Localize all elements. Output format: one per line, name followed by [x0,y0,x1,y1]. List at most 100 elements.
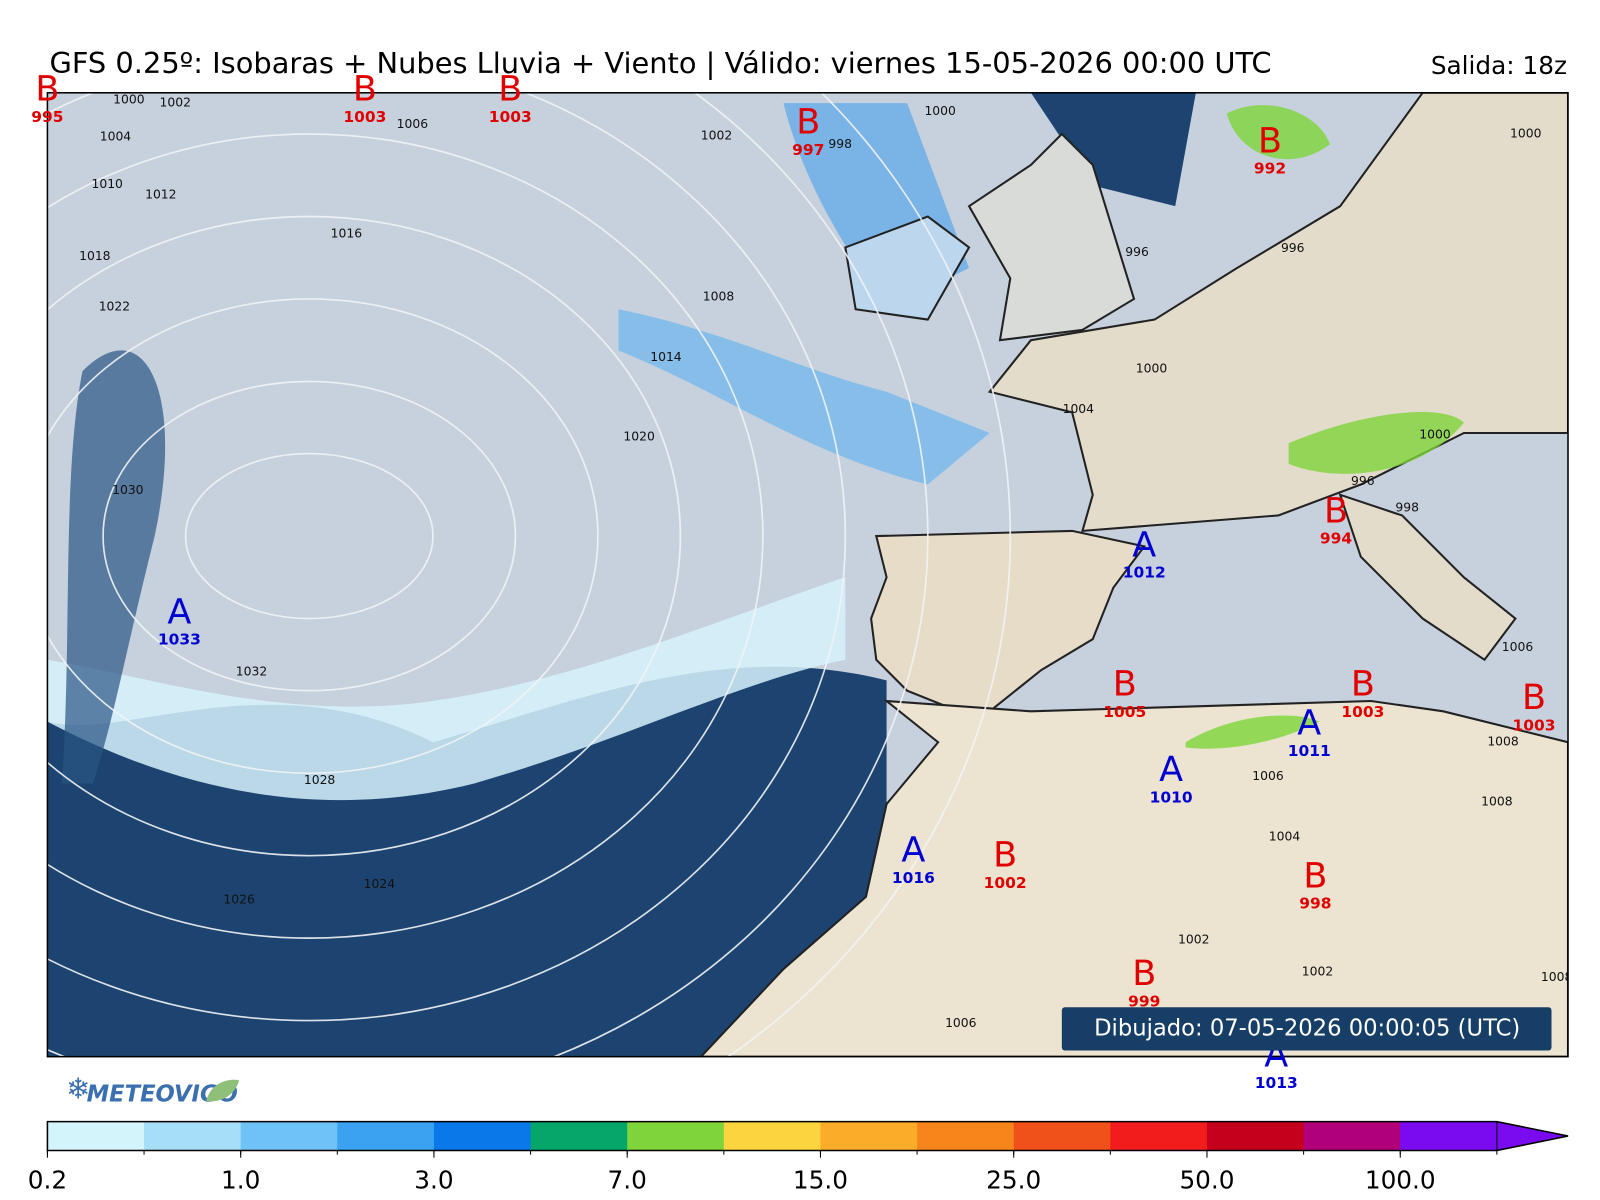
colorbar-tick-label: 50.0 [1179,1165,1234,1194]
center-letter: B [1303,855,1327,896]
colorbar-tick-label: 0.2 [28,1165,67,1194]
center-letter: A [167,591,191,632]
colorbar-segment [1400,1121,1498,1151]
isobar-label: 1000 [924,104,956,118]
center-value: 1016 [892,869,935,887]
colorbar-tick-label: 100.0 [1365,1165,1436,1194]
colorbar-segment [433,1121,532,1151]
colorbar-frame [46,1120,1569,1152]
drawn-box [1061,1007,1552,1051]
isobar-label: 1030 [112,483,144,497]
center-letter: A [901,830,925,871]
center-letter: B [1258,120,1282,161]
colorbar-segment [47,1121,145,1151]
center-value: 994 [1320,530,1353,548]
colorbar-tick-label: 1.0 [221,1165,260,1194]
isobar-label: 1020 [623,430,655,444]
colorbar-segment [723,1121,821,1151]
isobar-label: 1016 [331,227,363,241]
isobar-label: 1000 [1419,428,1451,442]
center-value: 999 [1128,993,1160,1011]
colorbar-tick-label: 15.0 [793,1165,848,1194]
title: GFS 0.25º: Isobaras + Nubes Lluvia + Vie… [49,46,1271,80]
isobar-label: 996 [1125,245,1149,259]
map: 1000 1002 1004 1006 1010 1012 1016 1018 1022 1030… [47,92,1573,1057]
center-value: 1003 [1341,703,1384,721]
isobar-label: 996 [1351,474,1375,488]
colorbar-segment [144,1121,242,1151]
isobar-label: 1024 [364,877,396,891]
isobar-label: 1006 [945,1016,977,1030]
isobar-label: 1008 [703,289,735,303]
colorbar-segment [627,1121,725,1151]
isobar-label: 1026 [223,892,255,906]
isobar-label: 1004 [1063,402,1095,416]
center-value: 1011 [1288,742,1331,760]
colorbar-segment [240,1121,338,1151]
colorbar-tick-label: 3.0 [414,1165,453,1194]
center-value: 1002 [984,874,1027,892]
colorbar-segment [1013,1121,1111,1151]
center-value: 1013 [1255,1074,1298,1092]
center-letter: B [993,835,1017,876]
center-letter: B [1522,677,1546,718]
isobar-label: 998 [828,137,852,151]
isobar-label: 1006 [397,117,429,131]
colorbar-segment [530,1121,628,1151]
center-value: 1003 [489,108,532,126]
center-value: 1005 [1103,703,1146,721]
isobar-label: 1012 [145,187,176,201]
isobar-label: 1002 [701,129,732,143]
isobar-label: 1004 [100,130,132,144]
center-letter: B [353,69,377,110]
center-value: 1010 [1150,788,1193,806]
center-value: 1012 [1123,564,1166,582]
colorbar-segment [337,1121,435,1151]
colorbar-segment [917,1121,1015,1151]
center-letter: B [1324,490,1348,531]
isobar-label: 996 [1281,241,1305,255]
isobar-label: 1002 [160,96,191,110]
isobar-label: 1010 [91,177,123,191]
drawn-label: Dibujado: 07-05-2026 00:00:05 (UTC) [1094,1015,1520,1041]
isobar-label: 1004 [1269,830,1301,844]
center-letter: A [1159,749,1183,790]
colorbar: 0.2 1.0 3.0 7.0 15.0 25.0 50.0 100.0 [28,1120,1569,1194]
isobar-label: 1002 [1302,965,1333,979]
isobar-label: 1000 [1136,362,1168,376]
center-value: 1003 [1512,716,1555,734]
isobar-label: 1000 [1510,127,1542,141]
center-letter: A [1297,703,1321,744]
center-letter: A [1132,524,1156,565]
colorbar-tick-label: 25.0 [986,1165,1041,1194]
center-value: 1033 [158,631,201,649]
logo-leaf [206,1079,240,1102]
center-letter: B [1351,664,1375,705]
isobar-label: 1008 [1481,795,1513,809]
colorbar-arrow [1496,1120,1569,1152]
isobar-label: 1018 [79,249,111,263]
isobar-label: 1006 [1252,769,1284,783]
center-value: 995 [31,108,63,126]
center-value: 1003 [343,108,386,126]
colorbar-segment [1110,1121,1208,1151]
center-letter: B [796,102,820,143]
isobar-label: 1014 [650,350,682,364]
center-letter: B [1132,953,1156,994]
isobar-label: 1006 [1502,640,1534,654]
center-value: 992 [1254,160,1286,178]
center-letter: B [498,69,522,110]
colorbar-segment [820,1121,918,1151]
logo-icon: ❄ [66,1072,90,1106]
center-letter: B [35,69,59,110]
isobar-label: 998 [1395,501,1419,515]
run-label: Salida: 18z [1431,51,1567,80]
colorbar-tick-label: 7.0 [608,1165,647,1194]
isobar-label: 1022 [99,300,130,314]
colorbar-segment [1206,1121,1305,1151]
isobar-label: 1008 [1541,970,1573,984]
center-value: 997 [792,141,824,159]
isobar-label: 1032 [236,665,267,679]
center-letter: B [1113,664,1137,705]
